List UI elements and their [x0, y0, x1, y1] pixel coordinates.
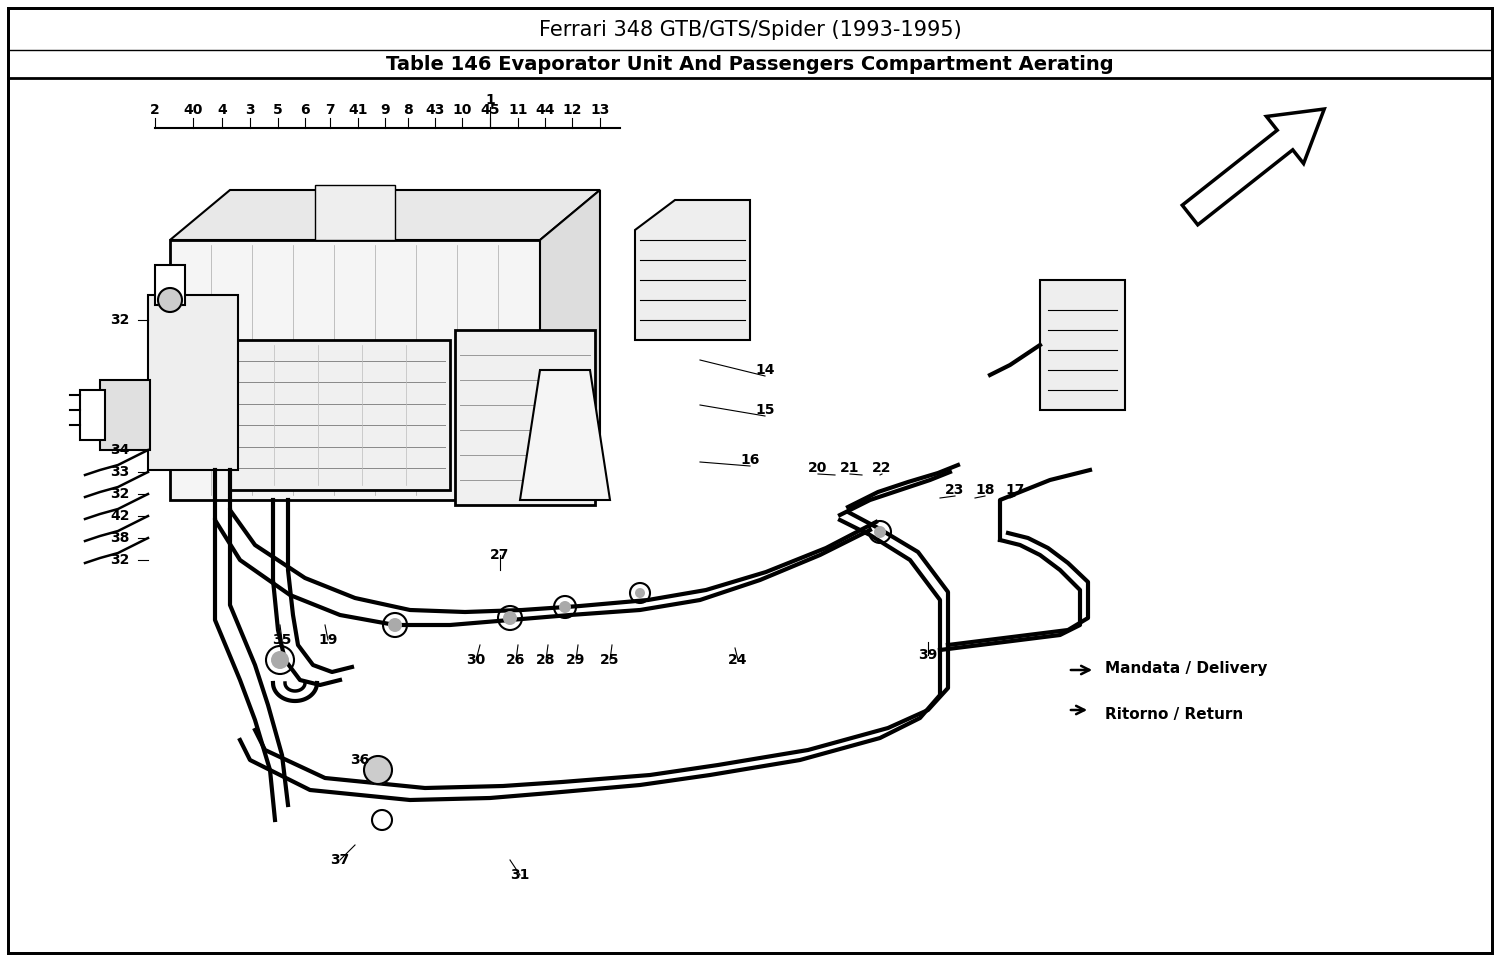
Circle shape — [372, 810, 392, 830]
Text: 32: 32 — [111, 553, 129, 567]
Text: 8: 8 — [404, 103, 412, 117]
Text: 2: 2 — [150, 103, 160, 117]
Text: 29: 29 — [567, 653, 585, 667]
Text: 17: 17 — [1005, 483, 1025, 497]
Text: 30: 30 — [466, 653, 486, 667]
Polygon shape — [634, 200, 750, 340]
Text: 35: 35 — [273, 633, 291, 647]
Text: 23: 23 — [945, 483, 964, 497]
Text: 16: 16 — [741, 453, 759, 467]
Circle shape — [272, 651, 290, 669]
Text: 3: 3 — [244, 103, 255, 117]
Bar — [454, 330, 596, 505]
Text: 36: 36 — [351, 753, 369, 767]
Text: 19: 19 — [318, 633, 338, 647]
Text: 34: 34 — [111, 443, 129, 457]
Text: Ritorno / Return: Ritorno / Return — [1106, 707, 1244, 723]
Circle shape — [364, 756, 392, 784]
Text: 18: 18 — [975, 483, 994, 497]
Circle shape — [388, 618, 402, 632]
Circle shape — [874, 526, 886, 538]
Bar — [315, 185, 394, 240]
Text: 20: 20 — [808, 461, 828, 475]
Bar — [100, 380, 150, 450]
Bar — [80, 390, 105, 440]
Text: 37: 37 — [330, 853, 350, 867]
Circle shape — [158, 288, 182, 312]
Bar — [1040, 280, 1125, 410]
Bar — [230, 340, 450, 490]
Text: 1: 1 — [484, 93, 495, 107]
Text: 27: 27 — [490, 548, 510, 562]
Text: 44: 44 — [536, 103, 555, 117]
Bar — [170, 240, 540, 500]
Text: 4: 4 — [217, 103, 226, 117]
Text: 45: 45 — [480, 103, 500, 117]
Text: 33: 33 — [111, 465, 129, 479]
Text: 13: 13 — [591, 103, 609, 117]
Text: 38: 38 — [111, 531, 129, 545]
Text: 28: 28 — [537, 653, 555, 667]
Text: 21: 21 — [840, 461, 860, 475]
Circle shape — [503, 611, 518, 625]
Polygon shape — [540, 190, 600, 500]
Text: 14: 14 — [754, 363, 774, 377]
Text: 40: 40 — [183, 103, 203, 117]
Text: 25: 25 — [600, 653, 619, 667]
Polygon shape — [170, 190, 600, 240]
Text: 22: 22 — [873, 461, 891, 475]
Text: Ferrari 348 GTB/GTS/Spider (1993-1995): Ferrari 348 GTB/GTS/Spider (1993-1995) — [538, 20, 962, 40]
Bar — [148, 295, 238, 470]
Text: 15: 15 — [754, 403, 774, 417]
Circle shape — [634, 588, 645, 598]
Text: 32: 32 — [111, 313, 129, 327]
Text: 31: 31 — [510, 868, 530, 882]
Text: 43: 43 — [426, 103, 444, 117]
Text: 11: 11 — [509, 103, 528, 117]
Circle shape — [560, 601, 572, 613]
Polygon shape — [520, 370, 610, 500]
Text: 12: 12 — [562, 103, 582, 117]
Text: 32: 32 — [111, 487, 129, 501]
Text: 42: 42 — [111, 509, 129, 523]
Text: 24: 24 — [729, 653, 747, 667]
Text: 10: 10 — [453, 103, 471, 117]
Text: Table 146 Evaporator Unit And Passengers Compartment Aerating: Table 146 Evaporator Unit And Passengers… — [386, 55, 1114, 73]
FancyArrow shape — [1182, 109, 1324, 225]
Text: 9: 9 — [380, 103, 390, 117]
Text: 5: 5 — [273, 103, 284, 117]
Text: 6: 6 — [300, 103, 310, 117]
Text: 39: 39 — [918, 648, 938, 662]
Text: 41: 41 — [348, 103, 368, 117]
Text: Mandata / Delivery: Mandata / Delivery — [1106, 660, 1268, 676]
Text: 26: 26 — [507, 653, 525, 667]
Text: 7: 7 — [326, 103, 334, 117]
Bar — [154, 265, 184, 305]
